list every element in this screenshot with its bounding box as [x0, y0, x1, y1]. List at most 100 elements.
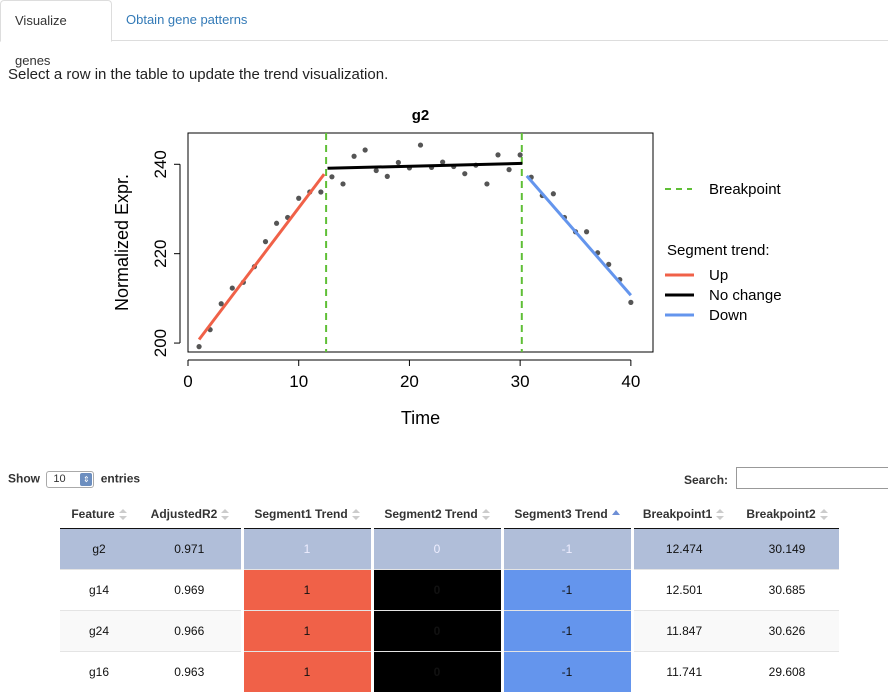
table-row[interactable]: g16 0.963 1 0 -1 11.741 29.608 — [60, 652, 839, 692]
sort-icon — [482, 509, 490, 521]
x-tick-label: 20 — [400, 372, 419, 391]
table-row[interactable]: g24 0.966 1 0 -1 11.847 30.626 — [60, 611, 839, 652]
legend-label: Up — [709, 267, 728, 284]
legend-label: Down — [709, 307, 747, 324]
segment-trend-line — [328, 163, 523, 168]
cell-feature: g16 — [60, 652, 138, 692]
data-point — [484, 181, 489, 186]
cell-adjustedr2: 0.969 — [138, 570, 242, 611]
sort-icon — [716, 509, 724, 521]
instruction-text: Select a row in the table to update the … — [8, 66, 388, 83]
data-point — [351, 154, 356, 159]
y-tick-label: 240 — [151, 150, 170, 178]
col-header-breakpoint1[interactable]: Breakpoint1 — [632, 500, 735, 529]
show-entries-control: Show 10 ⇕ entries — [8, 471, 140, 488]
data-point — [418, 142, 423, 147]
cell-segment2-trend: 0 — [372, 570, 502, 611]
data-point — [329, 174, 334, 179]
cell-adjustedr2: 0.966 — [138, 611, 242, 652]
col-header-breakpoint2[interactable]: Breakpoint2 — [735, 500, 839, 529]
segment-trend-line — [527, 176, 631, 295]
search-input[interactable] — [736, 467, 888, 489]
cell-segment3-trend: -1 — [502, 652, 632, 692]
show-label: Show — [8, 472, 40, 486]
data-point — [385, 174, 390, 179]
cell-segment2-trend: 0 — [372, 529, 502, 570]
x-tick-label: 10 — [289, 372, 308, 391]
trend-plot: g2 0 10 20 30 40 Time 200 220 240 Normalized Expr.… — [0, 95, 888, 440]
cell-breakpoint2: 30.626 — [735, 611, 839, 652]
legend-label: No change — [709, 287, 782, 304]
legend-breakpoint-label: Breakpoint — [709, 181, 782, 198]
data-point — [506, 167, 511, 172]
cell-breakpoint2: 30.685 — [735, 570, 839, 611]
cell-breakpoint2: 29.608 — [735, 652, 839, 692]
table-row[interactable]: g2 0.971 1 0 -1 12.474 30.149 — [60, 529, 839, 570]
col-header-feature[interactable]: Feature — [60, 500, 138, 529]
cell-feature: g14 — [60, 570, 138, 611]
chart-title: g2 — [412, 107, 430, 124]
cell-feature: g24 — [60, 611, 138, 652]
cell-segment3-trend: -1 — [502, 529, 632, 570]
y-tick-label: 200 — [151, 329, 170, 357]
results-table: Feature AdjustedR2 Segment1 Trend Segmen… — [60, 500, 839, 692]
data-point — [318, 189, 323, 194]
data-point — [374, 168, 379, 173]
legend-segment-title: Segment trend: — [667, 242, 770, 259]
entries-length-select[interactable]: 10 ⇕ — [46, 471, 94, 488]
cell-segment1-trend: 1 — [242, 529, 372, 570]
data-point — [230, 285, 235, 290]
cell-breakpoint1: 11.741 — [632, 652, 735, 692]
data-point — [196, 344, 201, 349]
sort-icon — [221, 509, 229, 521]
cell-breakpoint1: 12.501 — [632, 570, 735, 611]
cell-segment3-trend: -1 — [502, 570, 632, 611]
data-point — [396, 160, 401, 165]
cell-segment2-trend: 0 — [372, 611, 502, 652]
cell-feature: g2 — [60, 529, 138, 570]
cell-adjustedr2: 0.971 — [138, 529, 242, 570]
cell-breakpoint1: 12.474 — [632, 529, 735, 570]
entries-length-value: 10 — [53, 473, 65, 485]
sort-icon — [119, 509, 127, 521]
y-axis-label: Normalized Expr. — [112, 174, 132, 311]
select-arrows-icon: ⇕ — [80, 473, 92, 486]
data-point — [340, 181, 345, 186]
y-tick-label: 220 — [151, 239, 170, 267]
cell-segment1-trend: 1 — [242, 570, 372, 611]
entries-label: entries — [101, 472, 140, 486]
cell-segment1-trend: 1 — [242, 652, 372, 692]
x-axis-label: Time — [401, 408, 440, 428]
data-point — [495, 152, 500, 157]
col-header-adjustedr2[interactable]: AdjustedR2 — [138, 500, 242, 529]
data-point — [518, 152, 523, 157]
table-header-row: Feature AdjustedR2 Segment1 Trend Segmen… — [60, 500, 839, 529]
cell-segment3-trend: -1 — [502, 611, 632, 652]
col-header-segment1-trend[interactable]: Segment1 Trend — [242, 500, 372, 529]
data-point — [628, 300, 633, 305]
data-point — [296, 196, 301, 201]
x-tick-label: 40 — [621, 372, 640, 391]
data-point — [363, 147, 368, 152]
table-row[interactable]: g14 0.969 1 0 -1 12.501 30.685 — [60, 570, 839, 611]
data-point — [274, 221, 279, 226]
cell-breakpoint2: 30.149 — [735, 529, 839, 570]
col-header-segment3-trend[interactable]: Segment3 Trend — [502, 500, 632, 529]
cell-segment2-trend: 0 — [372, 652, 502, 692]
col-header-segment2-trend[interactable]: Segment2 Trend — [372, 500, 502, 529]
cell-adjustedr2: 0.963 — [138, 652, 242, 692]
x-tick-label: 30 — [511, 372, 530, 391]
cell-segment1-trend: 1 — [242, 611, 372, 652]
segment-trend-line — [199, 174, 324, 339]
cell-breakpoint1: 11.847 — [632, 611, 735, 652]
sort-ascending-icon — [612, 509, 620, 521]
sort-icon — [820, 509, 828, 521]
data-point — [462, 171, 467, 176]
x-tick-label: 0 — [183, 372, 192, 391]
tab-visualize-genes[interactable]: Visualize genes — [0, 0, 112, 42]
sort-icon — [352, 509, 360, 521]
data-point — [263, 239, 268, 244]
data-point — [584, 229, 589, 234]
tab-obtain-gene-patterns[interactable]: Obtain gene patterns — [112, 0, 261, 40]
search-label: Search: — [684, 473, 728, 487]
